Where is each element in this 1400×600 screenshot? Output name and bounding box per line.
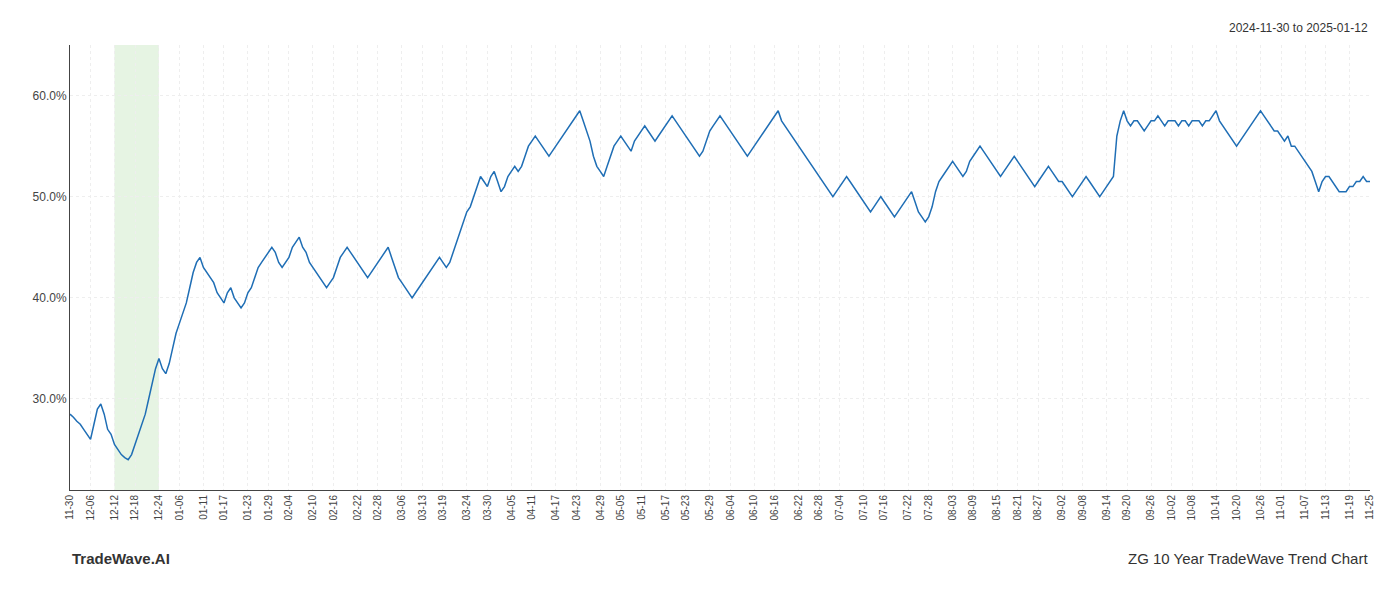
svg-text:05-23: 05-23 [680, 495, 691, 521]
svg-text:06-16: 06-16 [769, 495, 780, 521]
svg-text:60.0%: 60.0% [33, 89, 67, 103]
svg-text:10-14: 10-14 [1210, 495, 1221, 521]
svg-text:01-11: 01-11 [198, 495, 209, 520]
svg-text:50.0%: 50.0% [33, 190, 67, 204]
svg-text:02-04: 02-04 [283, 495, 294, 521]
svg-text:10-20: 10-20 [1231, 495, 1242, 521]
svg-text:04-29: 04-29 [595, 495, 606, 521]
svg-text:07-28: 07-28 [923, 495, 934, 521]
svg-text:07-10: 07-10 [858, 495, 869, 521]
svg-text:01-29: 01-29 [263, 495, 274, 521]
svg-text:01-06: 01-06 [174, 495, 185, 521]
svg-text:02-22: 02-22 [352, 495, 363, 521]
svg-text:2024-11-30 to 2025-01-12: 2024-11-30 to 2025-01-12 [1229, 21, 1368, 35]
svg-text:01-17: 01-17 [218, 495, 229, 521]
svg-text:11-25: 11-25 [1364, 495, 1375, 520]
svg-text:02-16: 02-16 [328, 495, 339, 521]
svg-text:11-13: 11-13 [1320, 495, 1331, 520]
svg-text:11-01: 11-01 [1275, 495, 1286, 520]
svg-text:11-19: 11-19 [1344, 495, 1355, 520]
svg-text:09-08: 09-08 [1077, 495, 1088, 521]
svg-text:08-27: 08-27 [1032, 495, 1043, 521]
svg-text:01-23: 01-23 [242, 495, 253, 521]
svg-text:07-04: 07-04 [834, 495, 845, 521]
svg-text:08-09: 08-09 [967, 495, 978, 521]
svg-text:10-02: 10-02 [1166, 495, 1177, 521]
svg-text:06-22: 06-22 [793, 495, 804, 521]
svg-text:09-26: 09-26 [1145, 495, 1156, 521]
svg-text:09-14: 09-14 [1101, 495, 1112, 521]
svg-text:03-13: 03-13 [417, 495, 428, 521]
svg-text:06-04: 06-04 [725, 495, 736, 521]
svg-text:08-21: 08-21 [1012, 495, 1023, 521]
svg-text:02-10: 02-10 [307, 495, 318, 521]
svg-text:11-30: 11-30 [64, 495, 75, 520]
svg-text:ZG 10 Year TradeWave Trend Cha: ZG 10 Year TradeWave Trend Chart [1128, 550, 1368, 567]
svg-text:40.0%: 40.0% [33, 291, 67, 305]
svg-text:07-22: 07-22 [902, 495, 913, 521]
svg-text:10-08: 10-08 [1186, 495, 1197, 521]
svg-text:06-28: 06-28 [813, 495, 824, 521]
svg-text:TradeWave.AI: TradeWave.AI [72, 550, 170, 567]
svg-text:09-02: 09-02 [1056, 495, 1067, 521]
svg-text:04-05: 04-05 [506, 495, 517, 521]
svg-text:12-12: 12-12 [109, 495, 120, 521]
svg-text:03-19: 03-19 [437, 495, 448, 521]
svg-text:06-10: 06-10 [748, 495, 759, 521]
svg-text:05-17: 05-17 [660, 495, 671, 521]
svg-text:12-24: 12-24 [153, 495, 164, 521]
svg-text:08-03: 08-03 [947, 495, 958, 521]
svg-text:02-28: 02-28 [372, 495, 383, 521]
svg-text:05-11: 05-11 [636, 495, 647, 520]
svg-text:09-20: 09-20 [1121, 495, 1132, 521]
svg-text:07-16: 07-16 [878, 495, 889, 521]
svg-text:04-23: 04-23 [571, 495, 582, 521]
svg-text:12-18: 12-18 [129, 495, 140, 521]
svg-text:03-30: 03-30 [482, 495, 493, 521]
svg-text:03-06: 03-06 [396, 495, 407, 521]
svg-text:08-15: 08-15 [991, 495, 1002, 521]
svg-text:04-17: 04-17 [550, 495, 561, 521]
svg-text:30.0%: 30.0% [33, 392, 67, 406]
svg-text:04-11: 04-11 [526, 495, 537, 520]
svg-text:10-26: 10-26 [1255, 495, 1266, 521]
svg-text:12-06: 12-06 [85, 495, 96, 521]
svg-text:11-07: 11-07 [1299, 495, 1310, 520]
svg-text:05-05: 05-05 [615, 495, 626, 521]
svg-text:03-24: 03-24 [461, 495, 472, 521]
svg-text:05-29: 05-29 [704, 495, 715, 521]
